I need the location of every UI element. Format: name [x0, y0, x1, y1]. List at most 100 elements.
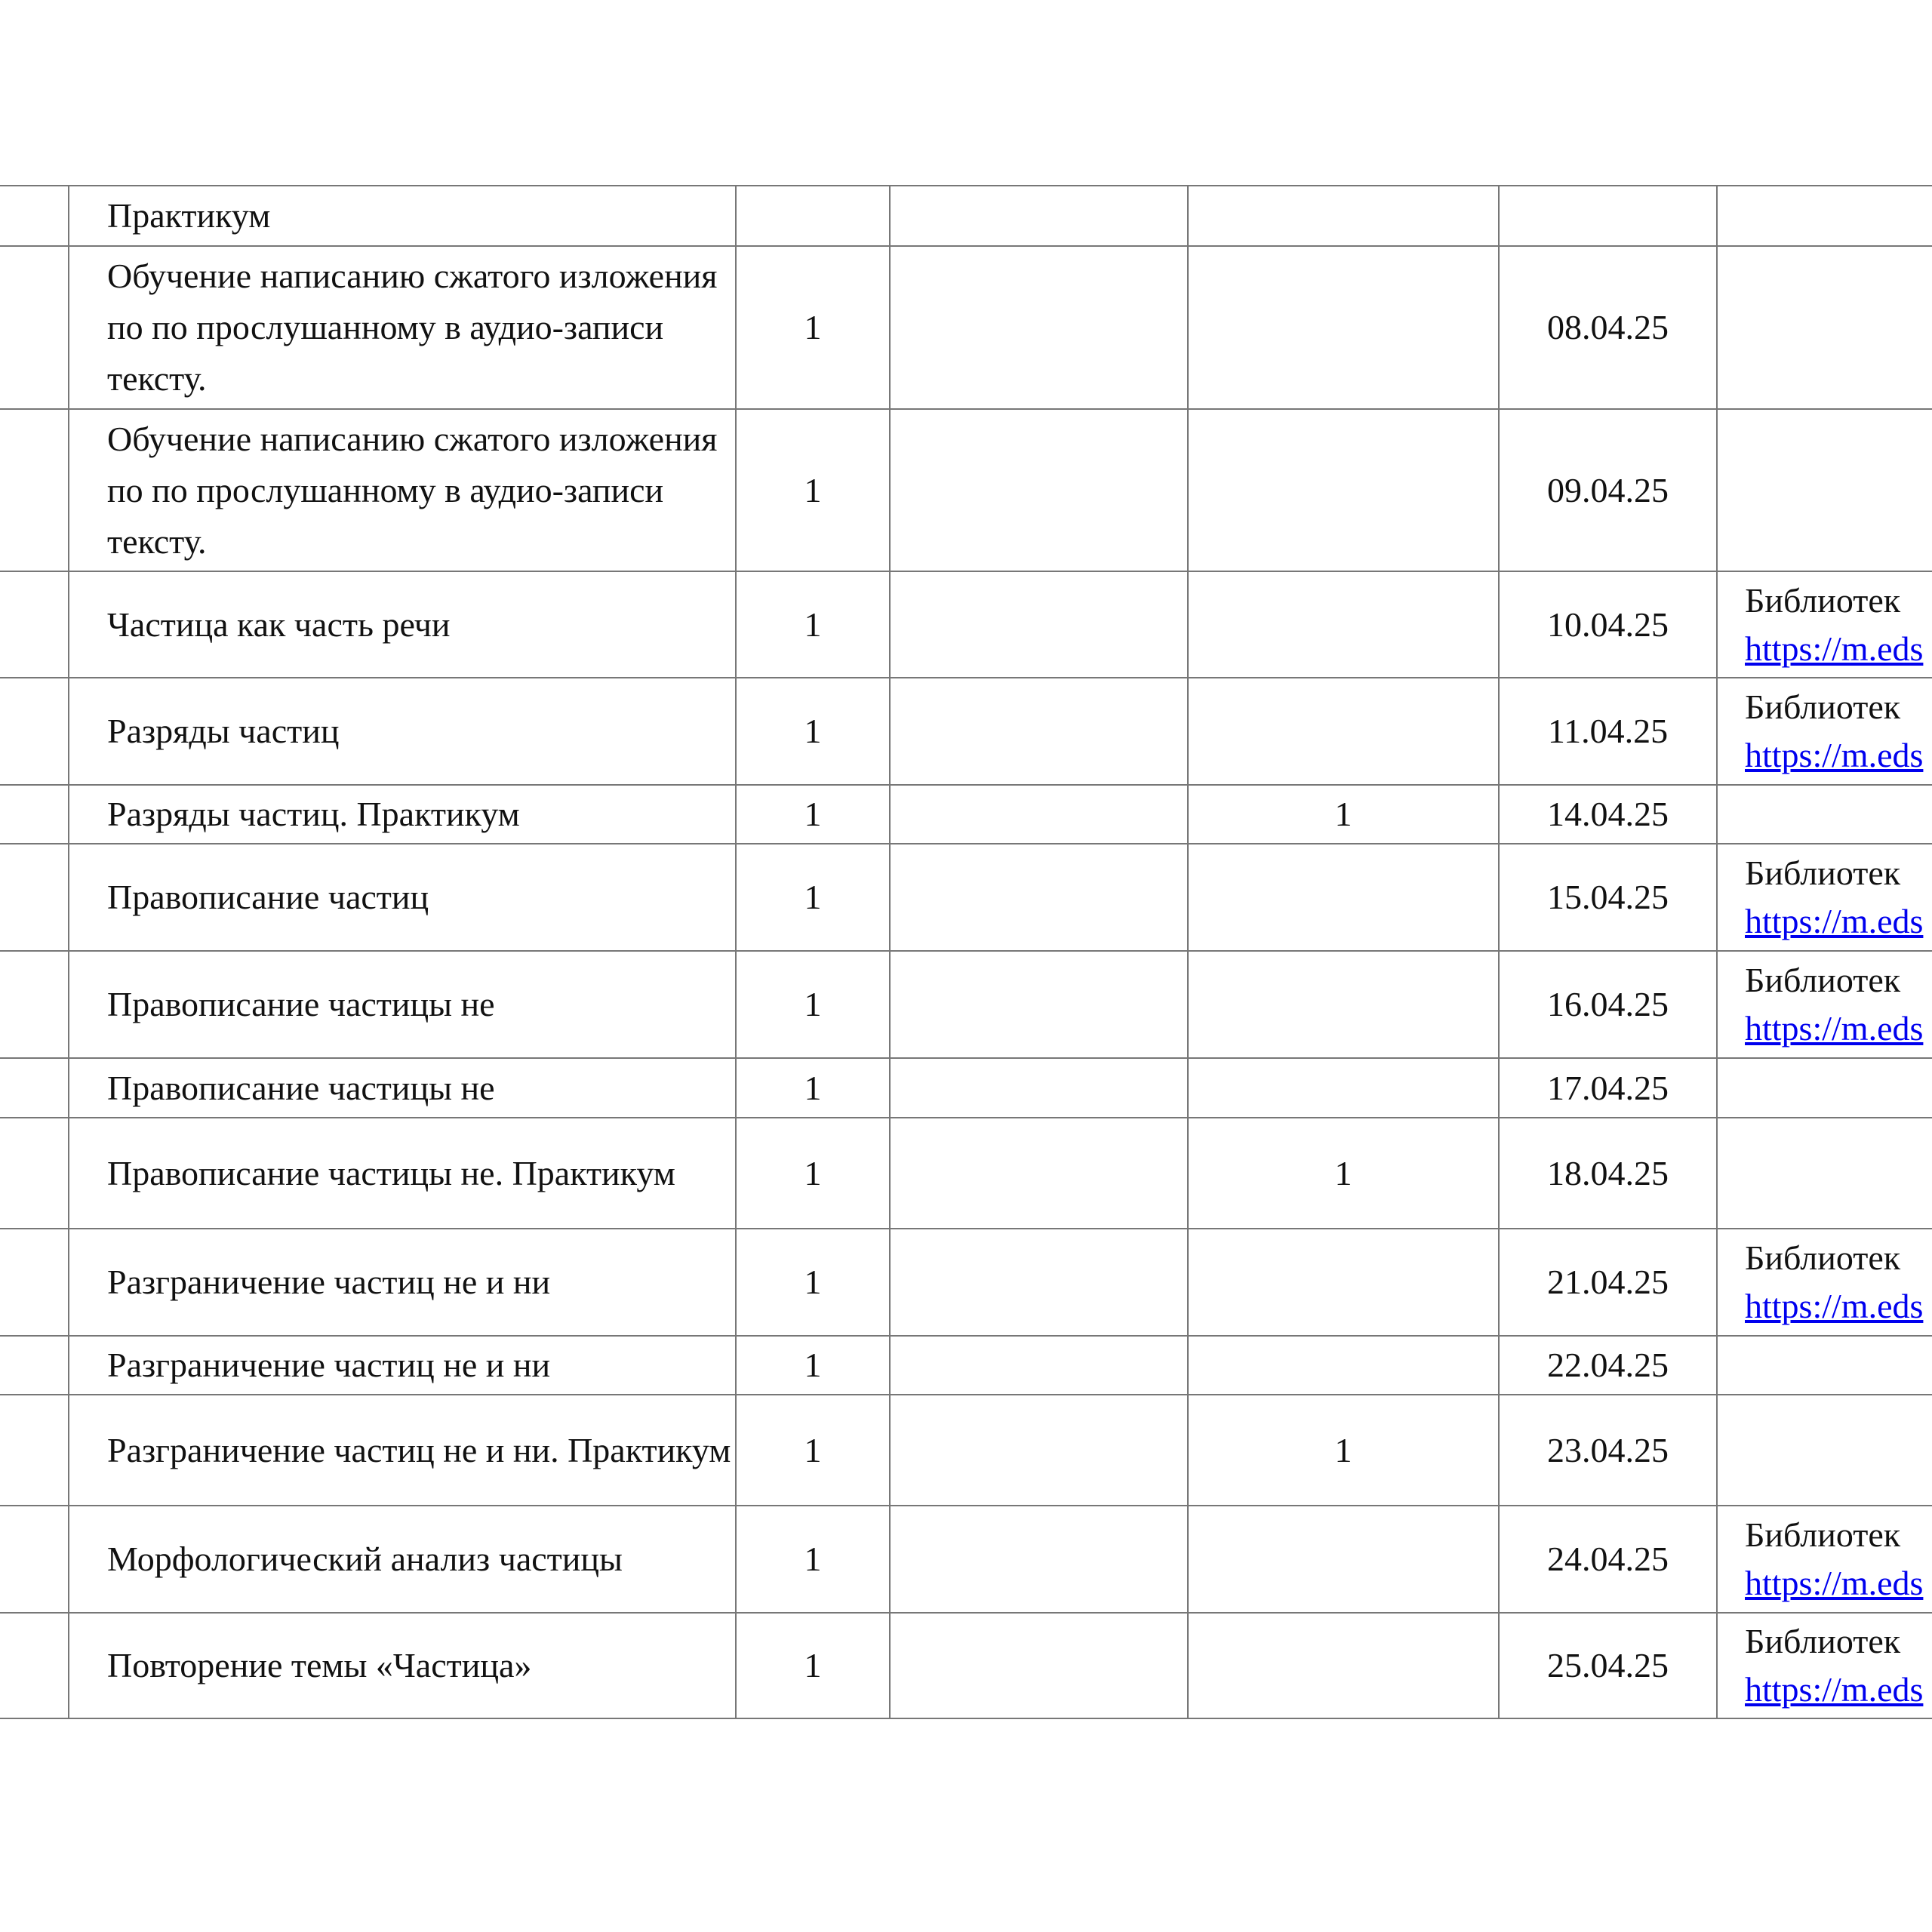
date-cell: 08.04.25 — [1498, 245, 1718, 410]
practical-works-cell — [1187, 1505, 1500, 1614]
resources-cell — [1716, 1117, 1932, 1229]
resources-cell — [1716, 408, 1932, 572]
date-cell: 17.04.25 — [1498, 1057, 1718, 1118]
topic-cell: Разряды частиц — [68, 677, 737, 786]
date-cell: 18.04.25 — [1498, 1117, 1718, 1229]
control-works-cell — [889, 843, 1189, 952]
practical-works-cell — [1187, 185, 1500, 247]
topic-cell: Правописание частицы не — [68, 1057, 737, 1118]
number-cell — [0, 950, 69, 1059]
hours-cell: 1 — [735, 1394, 891, 1506]
number-cell — [0, 1612, 69, 1719]
hours-cell: 1 — [735, 784, 891, 844]
number-cell — [0, 843, 69, 952]
topic-cell: Разграничение частиц не и ни. Практикум — [68, 1394, 737, 1506]
topic-cell: Разграничение частиц не и ни — [68, 1335, 737, 1395]
resources-cell: Библиотек https://m.eds — [1716, 1505, 1932, 1614]
control-works-cell — [889, 245, 1189, 410]
practical-works-cell — [1187, 1612, 1500, 1719]
practical-works-cell — [1187, 245, 1500, 410]
topic-cell: Правописание частицы не. Практикум — [68, 1117, 737, 1229]
table-row: Правописание частиц 1 15.04.25 Библиотек htt… — [0, 843, 1932, 952]
date-cell: 10.04.25 — [1498, 571, 1718, 678]
date-cell: 25.04.25 — [1498, 1612, 1718, 1719]
number-cell — [0, 1394, 69, 1506]
date-cell: 11.04.25 — [1498, 677, 1718, 786]
hours-cell: 1 — [735, 677, 891, 786]
resource-link[interactable]: https://m.eds — [1745, 1670, 1924, 1709]
topic-cell: Разряды частиц. Практикум — [68, 784, 737, 844]
resources-cell — [1716, 1057, 1932, 1118]
resource-label: Библиотек — [1745, 854, 1901, 892]
control-works-cell — [889, 571, 1189, 678]
control-works-cell — [889, 1117, 1189, 1229]
resources-cell: Библиотек https://m.eds — [1716, 950, 1932, 1059]
hours-cell: 1 — [735, 1057, 891, 1118]
practical-works-cell: 1 — [1187, 784, 1500, 844]
number-cell — [0, 245, 69, 410]
hours-cell: 1 — [735, 408, 891, 572]
number-cell — [0, 1117, 69, 1229]
resource-link[interactable]: https://m.eds — [1745, 629, 1924, 668]
table-row: Правописание частицы не 1 17.04.25 — [0, 1057, 1932, 1118]
resource-label: Библиотек — [1745, 1238, 1901, 1277]
resource-label: Библиотек — [1745, 580, 1901, 620]
date-cell: 15.04.25 — [1498, 843, 1718, 952]
table-row: Разграничение частиц не и ни 1 22.04.25 — [0, 1335, 1932, 1395]
practical-works-cell: 1 — [1187, 1394, 1500, 1506]
number-cell — [0, 677, 69, 786]
topic-cell: Частица как часть речи — [68, 571, 737, 678]
hours-cell: 1 — [735, 950, 891, 1059]
resources-cell — [1716, 245, 1932, 410]
resource-link[interactable]: https://m.eds — [1745, 1287, 1924, 1325]
control-works-cell — [889, 1505, 1189, 1614]
date-cell: 09.04.25 — [1498, 408, 1718, 572]
control-works-cell — [889, 1394, 1189, 1506]
table-row: Разграничение частиц не и ни 1 21.04.25 Биб… — [0, 1228, 1932, 1337]
resource-label: Библиотек — [1745, 961, 1901, 999]
number-cell — [0, 784, 69, 844]
date-cell: 16.04.25 — [1498, 950, 1718, 1059]
control-works-cell — [889, 1057, 1189, 1118]
table-row: Обучение написанию сжатого изложения по … — [0, 245, 1932, 410]
table-row: Разряды частиц. Практикум 1 1 14.04.25 — [0, 784, 1932, 844]
resource-link[interactable]: https://m.eds — [1745, 1564, 1924, 1602]
resource-label: Библиотек — [1745, 1515, 1901, 1554]
table-row: Разряды частиц 1 11.04.25 Библиотек https://… — [0, 677, 1932, 786]
control-works-cell — [889, 408, 1189, 572]
number-cell — [0, 1335, 69, 1395]
resources-cell — [1716, 1394, 1932, 1506]
resource-link[interactable]: https://m.eds — [1745, 1009, 1924, 1048]
date-cell: 14.04.25 — [1498, 784, 1718, 844]
hours-cell: 1 — [735, 1505, 891, 1614]
number-cell — [0, 1505, 69, 1614]
control-works-cell — [889, 677, 1189, 786]
resources-cell: Библиотек https://m.eds — [1716, 1612, 1932, 1719]
resources-cell — [1716, 185, 1932, 247]
table-row: Обучение написанию сжатого изложения по … — [0, 408, 1932, 572]
control-works-cell — [889, 1228, 1189, 1337]
number-cell — [0, 571, 69, 678]
control-works-cell — [889, 1335, 1189, 1395]
resources-cell: Библиотек https://m.eds — [1716, 1228, 1932, 1337]
table-row: Морфологический анализ частицы 1 24.04.25 Б… — [0, 1505, 1932, 1614]
practical-works-cell — [1187, 1228, 1500, 1337]
topic-cell: Обучение написанию сжатого изложения по … — [68, 408, 737, 572]
table-row: Практикум — [0, 185, 1932, 247]
table-row: Повторение темы «Частица» 1 25.04.25 Библио… — [0, 1612, 1932, 1719]
resources-cell — [1716, 1335, 1932, 1395]
hours-cell: 1 — [735, 571, 891, 678]
resource-link[interactable]: https://m.eds — [1745, 736, 1924, 774]
table-row: Правописание частицы не 1 16.04.25 Библиоте… — [0, 950, 1932, 1059]
table-row: Разграничение частиц не и ни. Практикум 1… — [0, 1394, 1932, 1506]
topic-cell: Практикум — [68, 185, 737, 247]
topic-cell: Правописание частиц — [68, 843, 737, 952]
resources-cell: Библиотек https://m.eds — [1716, 571, 1932, 678]
control-works-cell — [889, 950, 1189, 1059]
practical-works-cell — [1187, 950, 1500, 1059]
resource-link[interactable]: https://m.eds — [1745, 902, 1924, 940]
date-cell: 23.04.25 — [1498, 1394, 1718, 1506]
table-row: Правописание частицы не. Практикум 1 1 18.0… — [0, 1117, 1932, 1229]
hours-cell: 1 — [735, 843, 891, 952]
topic-cell: Правописание частицы не — [68, 950, 737, 1059]
